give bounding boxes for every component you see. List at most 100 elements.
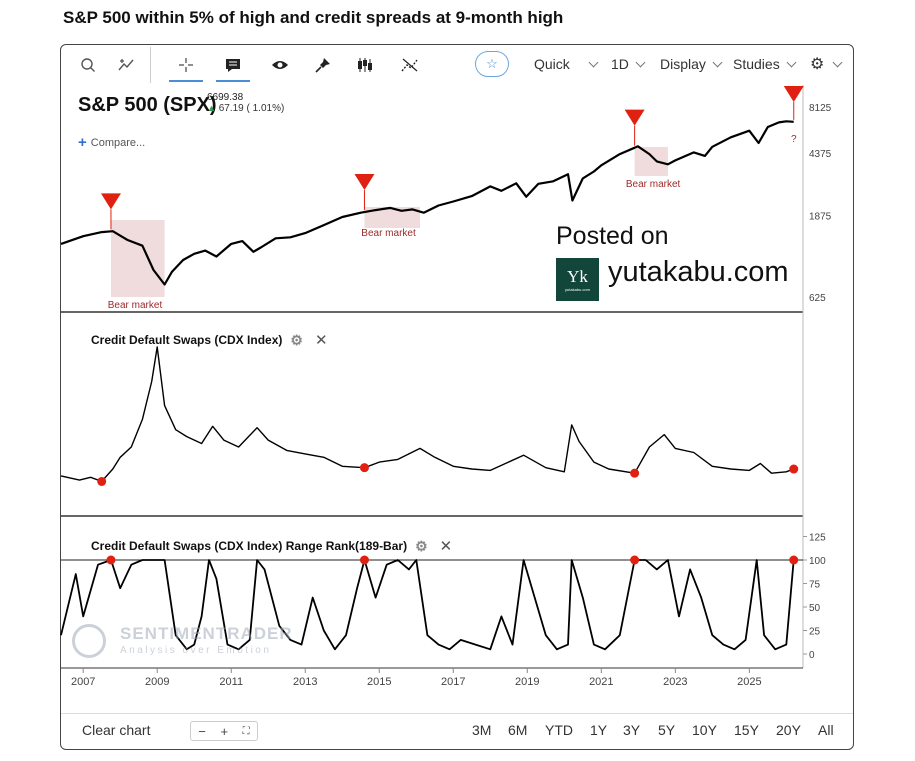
x-tick-label: 2007 — [71, 676, 95, 688]
compare-icon[interactable] — [116, 54, 138, 76]
x-tick-label: 2023 — [663, 676, 687, 688]
x-tick-label: 2025 — [737, 676, 761, 688]
rank-y-tick-label: 25 — [809, 627, 821, 638]
range-5y[interactable]: 5Y — [658, 722, 676, 738]
page-title: S&P 500 within 5% of high and credit spr… — [63, 8, 564, 27]
comment-active-indicator — [216, 80, 250, 82]
rank-pane-title: Credit Default Swaps (CDX Index) Range R… — [91, 537, 453, 556]
x-tick-label: 2017 — [441, 676, 465, 688]
rank-y-tick-label: 75 — [809, 580, 821, 591]
studies-label: Studies — [733, 56, 780, 72]
sentimentrader-tagline: Analysis over Emotion — [120, 645, 272, 656]
measure-icon[interactable] — [399, 54, 421, 76]
search-icon[interactable] — [77, 54, 99, 76]
quick-menu[interactable]: Quick — [534, 53, 599, 75]
interval-menu[interactable]: 1D — [611, 53, 646, 75]
range-6m[interactable]: 6M — [508, 722, 528, 738]
rank-signal-dot — [106, 555, 116, 565]
signal-triangle — [100, 193, 121, 210]
crosshair-active-indicator — [169, 80, 203, 82]
cdx-title-text: Credit Default Swaps (CDX Index) — [91, 333, 283, 347]
range-15y[interactable]: 15Y — [734, 722, 759, 738]
bear-market-label: Bear market — [626, 179, 681, 190]
settings-menu[interactable]: ⚙ — [810, 53, 843, 75]
spx-y-tick-label: 625 — [809, 293, 826, 304]
spx-y-tick-label: 8125 — [809, 103, 832, 114]
candlestick-icon[interactable] — [354, 54, 376, 76]
range-3y[interactable]: 3Y — [623, 722, 641, 738]
chart-frame — [60, 44, 854, 750]
zoom-out-button[interactable]: − — [198, 723, 206, 739]
comment-icon[interactable] — [222, 54, 244, 76]
gear-icon: ⚙ — [810, 56, 825, 73]
logo-small-text: yutakabu.com — [565, 286, 590, 292]
signal-triangle — [354, 174, 375, 191]
x-tick-label: 2013 — [293, 676, 317, 688]
cdx-signal-dot — [97, 476, 107, 486]
close-icon[interactable]: ✕ — [314, 332, 328, 349]
bottom-bar — [61, 713, 853, 750]
range-ytd[interactable]: YTD — [545, 722, 573, 738]
close-icon[interactable]: ✕ — [439, 538, 453, 555]
interval-label: 1D — [611, 56, 629, 72]
x-tick-label: 2019 — [515, 676, 539, 688]
bear-market-shade — [634, 147, 668, 176]
compare-label: Compare... — [90, 137, 146, 149]
cdx-line — [60, 346, 794, 483]
rank-signal-dot — [789, 555, 799, 565]
rank-y-tick-label: 0 — [809, 650, 815, 661]
up-arrow-icon: ▲ — [207, 103, 216, 113]
display-menu[interactable]: Display — [660, 53, 723, 75]
zoom-in-button[interactable]: + — [220, 723, 229, 739]
posted-text: Posted on — [556, 222, 669, 250]
bear-market-label: Bear market — [361, 228, 416, 239]
x-tick-label: 2015 — [367, 676, 391, 688]
range-10y[interactable]: 10Y — [692, 722, 717, 738]
cdx-signal-dot — [789, 464, 799, 474]
logo-letter: Yk — [567, 266, 588, 286]
rank-y-tick-label: 125 — [809, 533, 826, 544]
x-tick-label: 2009 — [145, 676, 169, 688]
sentimentrader-logo-icon — [72, 624, 106, 658]
symbol-name: S&P 500 (SPX) — [78, 94, 217, 116]
studies-menu[interactable]: Studies — [733, 53, 797, 75]
clear-chart-button[interactable]: Clear chart — [82, 722, 151, 738]
pin-icon[interactable] — [312, 54, 334, 76]
gear-icon[interactable]: ⚙ — [415, 537, 428, 554]
eye-icon[interactable] — [269, 54, 291, 76]
gear-icon[interactable]: ⚙ — [290, 331, 303, 348]
range-1y[interactable]: 1Y — [590, 722, 608, 738]
question-annotation: ? — [791, 134, 797, 145]
toolbar-divider — [150, 47, 151, 83]
zoom-controls: − + ⛶ — [190, 721, 258, 741]
fit-screen-button[interactable]: ⛶ — [242, 725, 250, 737]
compare-link[interactable]: + Compare... — [78, 134, 145, 151]
rank-title-text: Credit Default Swaps (CDX Index) Range R… — [91, 539, 408, 553]
range-rank-line — [60, 559, 795, 651]
rank-y-tick-label: 50 — [809, 603, 821, 614]
range-all[interactable]: All — [818, 722, 834, 738]
site-name: yutakabu.com — [608, 256, 789, 288]
range-20y[interactable]: 20Y — [776, 722, 801, 738]
cdx-signal-dot — [630, 468, 640, 478]
spx-y-tick-label: 4375 — [809, 149, 832, 160]
bear-market-shade — [364, 207, 420, 228]
bear-market-label: Bear market — [108, 300, 163, 311]
bear-market-shade — [110, 220, 165, 297]
symbol-change: ▲ 67.19 ( 1.01%) — [207, 103, 284, 114]
rank-y-tick-label: 100 — [809, 556, 826, 567]
plus-icon: + — [78, 134, 87, 151]
range-3m[interactable]: 3M — [472, 722, 492, 738]
spx-line — [60, 120, 794, 286]
quick-label: Quick — [534, 56, 570, 72]
favorite-button[interactable]: ☆ — [475, 51, 509, 77]
crosshair-icon[interactable] — [175, 54, 197, 76]
signal-triangle — [624, 109, 645, 126]
cdx-signal-dot — [359, 463, 369, 473]
site-logo: Yk yutakabu.com — [556, 258, 599, 301]
spx-y-tick-label: 1875 — [809, 212, 832, 223]
display-label: Display — [660, 56, 706, 72]
sentimentrader-name: SENTIMENTRADER — [120, 624, 293, 643]
star-icon: ☆ — [486, 56, 498, 71]
